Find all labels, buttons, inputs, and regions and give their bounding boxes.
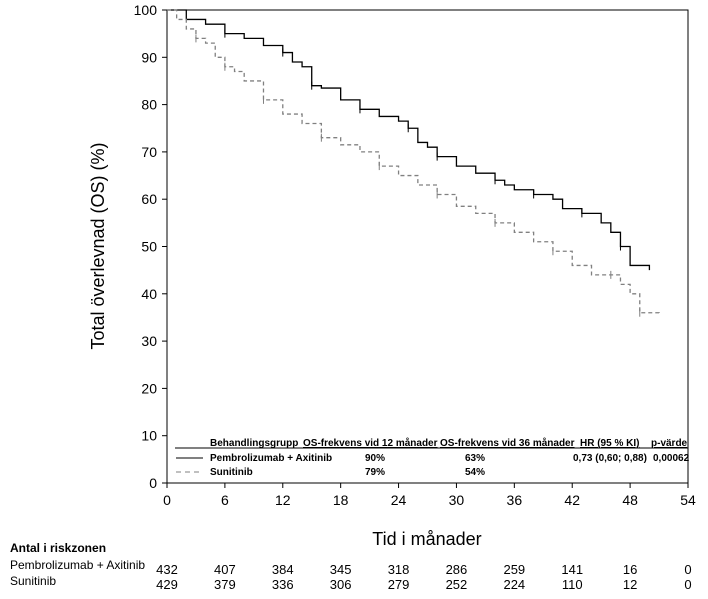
risk-value: 259 bbox=[503, 562, 526, 577]
x-tick-label: 6 bbox=[221, 492, 229, 508]
svg-text:Sunitinib: Sunitinib bbox=[210, 467, 253, 478]
risk-value: 306 bbox=[329, 577, 352, 592]
risk-value: 345 bbox=[329, 562, 352, 577]
legend: Behandlingsgrupp OS-frekvens vid 12 måna… bbox=[175, 437, 690, 478]
svg-text:79%: 79% bbox=[365, 467, 385, 478]
risk-value: 379 bbox=[214, 577, 236, 592]
risk-value: 429 bbox=[156, 577, 178, 592]
y-tick-label: 20 bbox=[141, 380, 157, 396]
x-tick-label: 48 bbox=[622, 492, 638, 508]
risk-value: 252 bbox=[445, 577, 468, 592]
km-curve-pembrolizumab-axitinib bbox=[167, 9, 651, 271]
legend-header: Behandlingsgrupp bbox=[210, 438, 298, 449]
risk-row-label: Sunitinib bbox=[10, 574, 57, 588]
risk-value: 224 bbox=[503, 577, 526, 592]
risk-value: 432 bbox=[156, 562, 178, 577]
x-axis-label: Tid i månader bbox=[372, 529, 481, 549]
y-tick-label: 10 bbox=[141, 428, 157, 444]
svg-text:Pembrolizumab + Axitinib: Pembrolizumab + Axitinib bbox=[210, 453, 332, 464]
svg-text:0,00062: 0,00062 bbox=[653, 453, 690, 464]
risk-value: 12 bbox=[622, 577, 638, 592]
y-axis-label: Total överlevnad (OS) (%) bbox=[88, 142, 108, 349]
risk-value: 336 bbox=[271, 577, 294, 592]
svg-text:63%: 63% bbox=[465, 453, 485, 464]
y-tick-label: 50 bbox=[141, 239, 157, 255]
legend-header: p-värde bbox=[651, 438, 688, 449]
svg-text:54%: 54% bbox=[465, 467, 485, 478]
x-tick-label: 30 bbox=[449, 492, 465, 508]
risk-value: 16 bbox=[622, 562, 638, 577]
km-curve-sunitinib bbox=[167, 9, 660, 316]
y-tick-label: 90 bbox=[141, 49, 157, 65]
legend-header: HR (95 % KI) bbox=[580, 438, 639, 449]
y-tick-label: 0 bbox=[149, 475, 157, 491]
y-tick-label: 60 bbox=[141, 191, 157, 207]
y-tick-label: 40 bbox=[141, 286, 157, 302]
x-tick-label: 18 bbox=[333, 492, 349, 508]
legend-header: OS-frekvens vid 12 månader bbox=[303, 437, 438, 449]
svg-text:0,73 (0,60; 0,88): 0,73 (0,60; 0,88) bbox=[573, 453, 647, 464]
x-tick-label: 36 bbox=[507, 492, 523, 508]
risk-row-label: Pembrolizumab + Axitinib bbox=[10, 558, 146, 572]
y-tick-label: 70 bbox=[141, 144, 157, 160]
risk-value: 384 bbox=[271, 562, 294, 577]
x-tick-label: 0 bbox=[163, 492, 171, 508]
legend-header: OS-frekvens vid 36 månader bbox=[440, 437, 575, 449]
risk-value: 279 bbox=[387, 577, 410, 592]
y-tick-label: 30 bbox=[141, 333, 157, 349]
risk-value: 110 bbox=[561, 577, 583, 592]
risk-value: 0 bbox=[684, 577, 692, 592]
y-tick-label: 80 bbox=[141, 97, 157, 113]
x-tick-label: 42 bbox=[564, 492, 580, 508]
risk-value: 0 bbox=[684, 562, 692, 577]
risk-value: 407 bbox=[214, 562, 236, 577]
risk-value: 286 bbox=[445, 562, 468, 577]
x-tick-label: 24 bbox=[391, 492, 407, 508]
risk-value: 141 bbox=[561, 562, 584, 577]
risk-value: 318 bbox=[387, 562, 410, 577]
risk-table-title: Antal i riskzonen bbox=[10, 541, 107, 555]
x-tick-label: 54 bbox=[680, 492, 696, 508]
svg-text:90%: 90% bbox=[365, 453, 385, 464]
y-tick-label: 100 bbox=[134, 2, 158, 18]
x-tick-label: 12 bbox=[275, 492, 291, 508]
